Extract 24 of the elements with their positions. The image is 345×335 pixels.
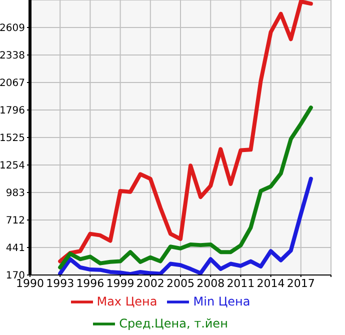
y-tick-label: 1525 <box>0 133 25 144</box>
x-tick-label: 1993 <box>46 276 74 290</box>
x-tick-label: 2014 <box>256 276 285 290</box>
y-tick-label: 983 <box>6 188 25 200</box>
x-tick-label: 2017 <box>286 276 315 290</box>
x-tick-label: 2011 <box>226 276 255 290</box>
y-tick-label: 1796 <box>0 106 25 117</box>
y-tick-label: 2338 <box>0 50 25 62</box>
line-series <box>58 176 313 275</box>
y-tick-label: 1254 <box>0 160 25 172</box>
y-tick-label: 2609 <box>0 23 25 34</box>
x-tick-label: 2008 <box>196 276 225 290</box>
x-tick-label: 1999 <box>106 276 134 290</box>
line-series <box>58 0 313 264</box>
legend-label: Max Цена <box>96 294 158 308</box>
y-tick-label: 2067 <box>0 78 25 90</box>
legend-label: Сред.Цена, т.йен <box>119 316 228 330</box>
line-series <box>58 106 313 270</box>
y-tick-label: 712 <box>6 216 25 227</box>
legend-label: Min Цена <box>193 294 250 308</box>
y-tick-label: 441 <box>6 243 25 254</box>
x-tick-label: 2005 <box>166 276 194 290</box>
x-tick-label: 2002 <box>136 276 164 290</box>
x-tick-label: 1996 <box>76 276 104 290</box>
